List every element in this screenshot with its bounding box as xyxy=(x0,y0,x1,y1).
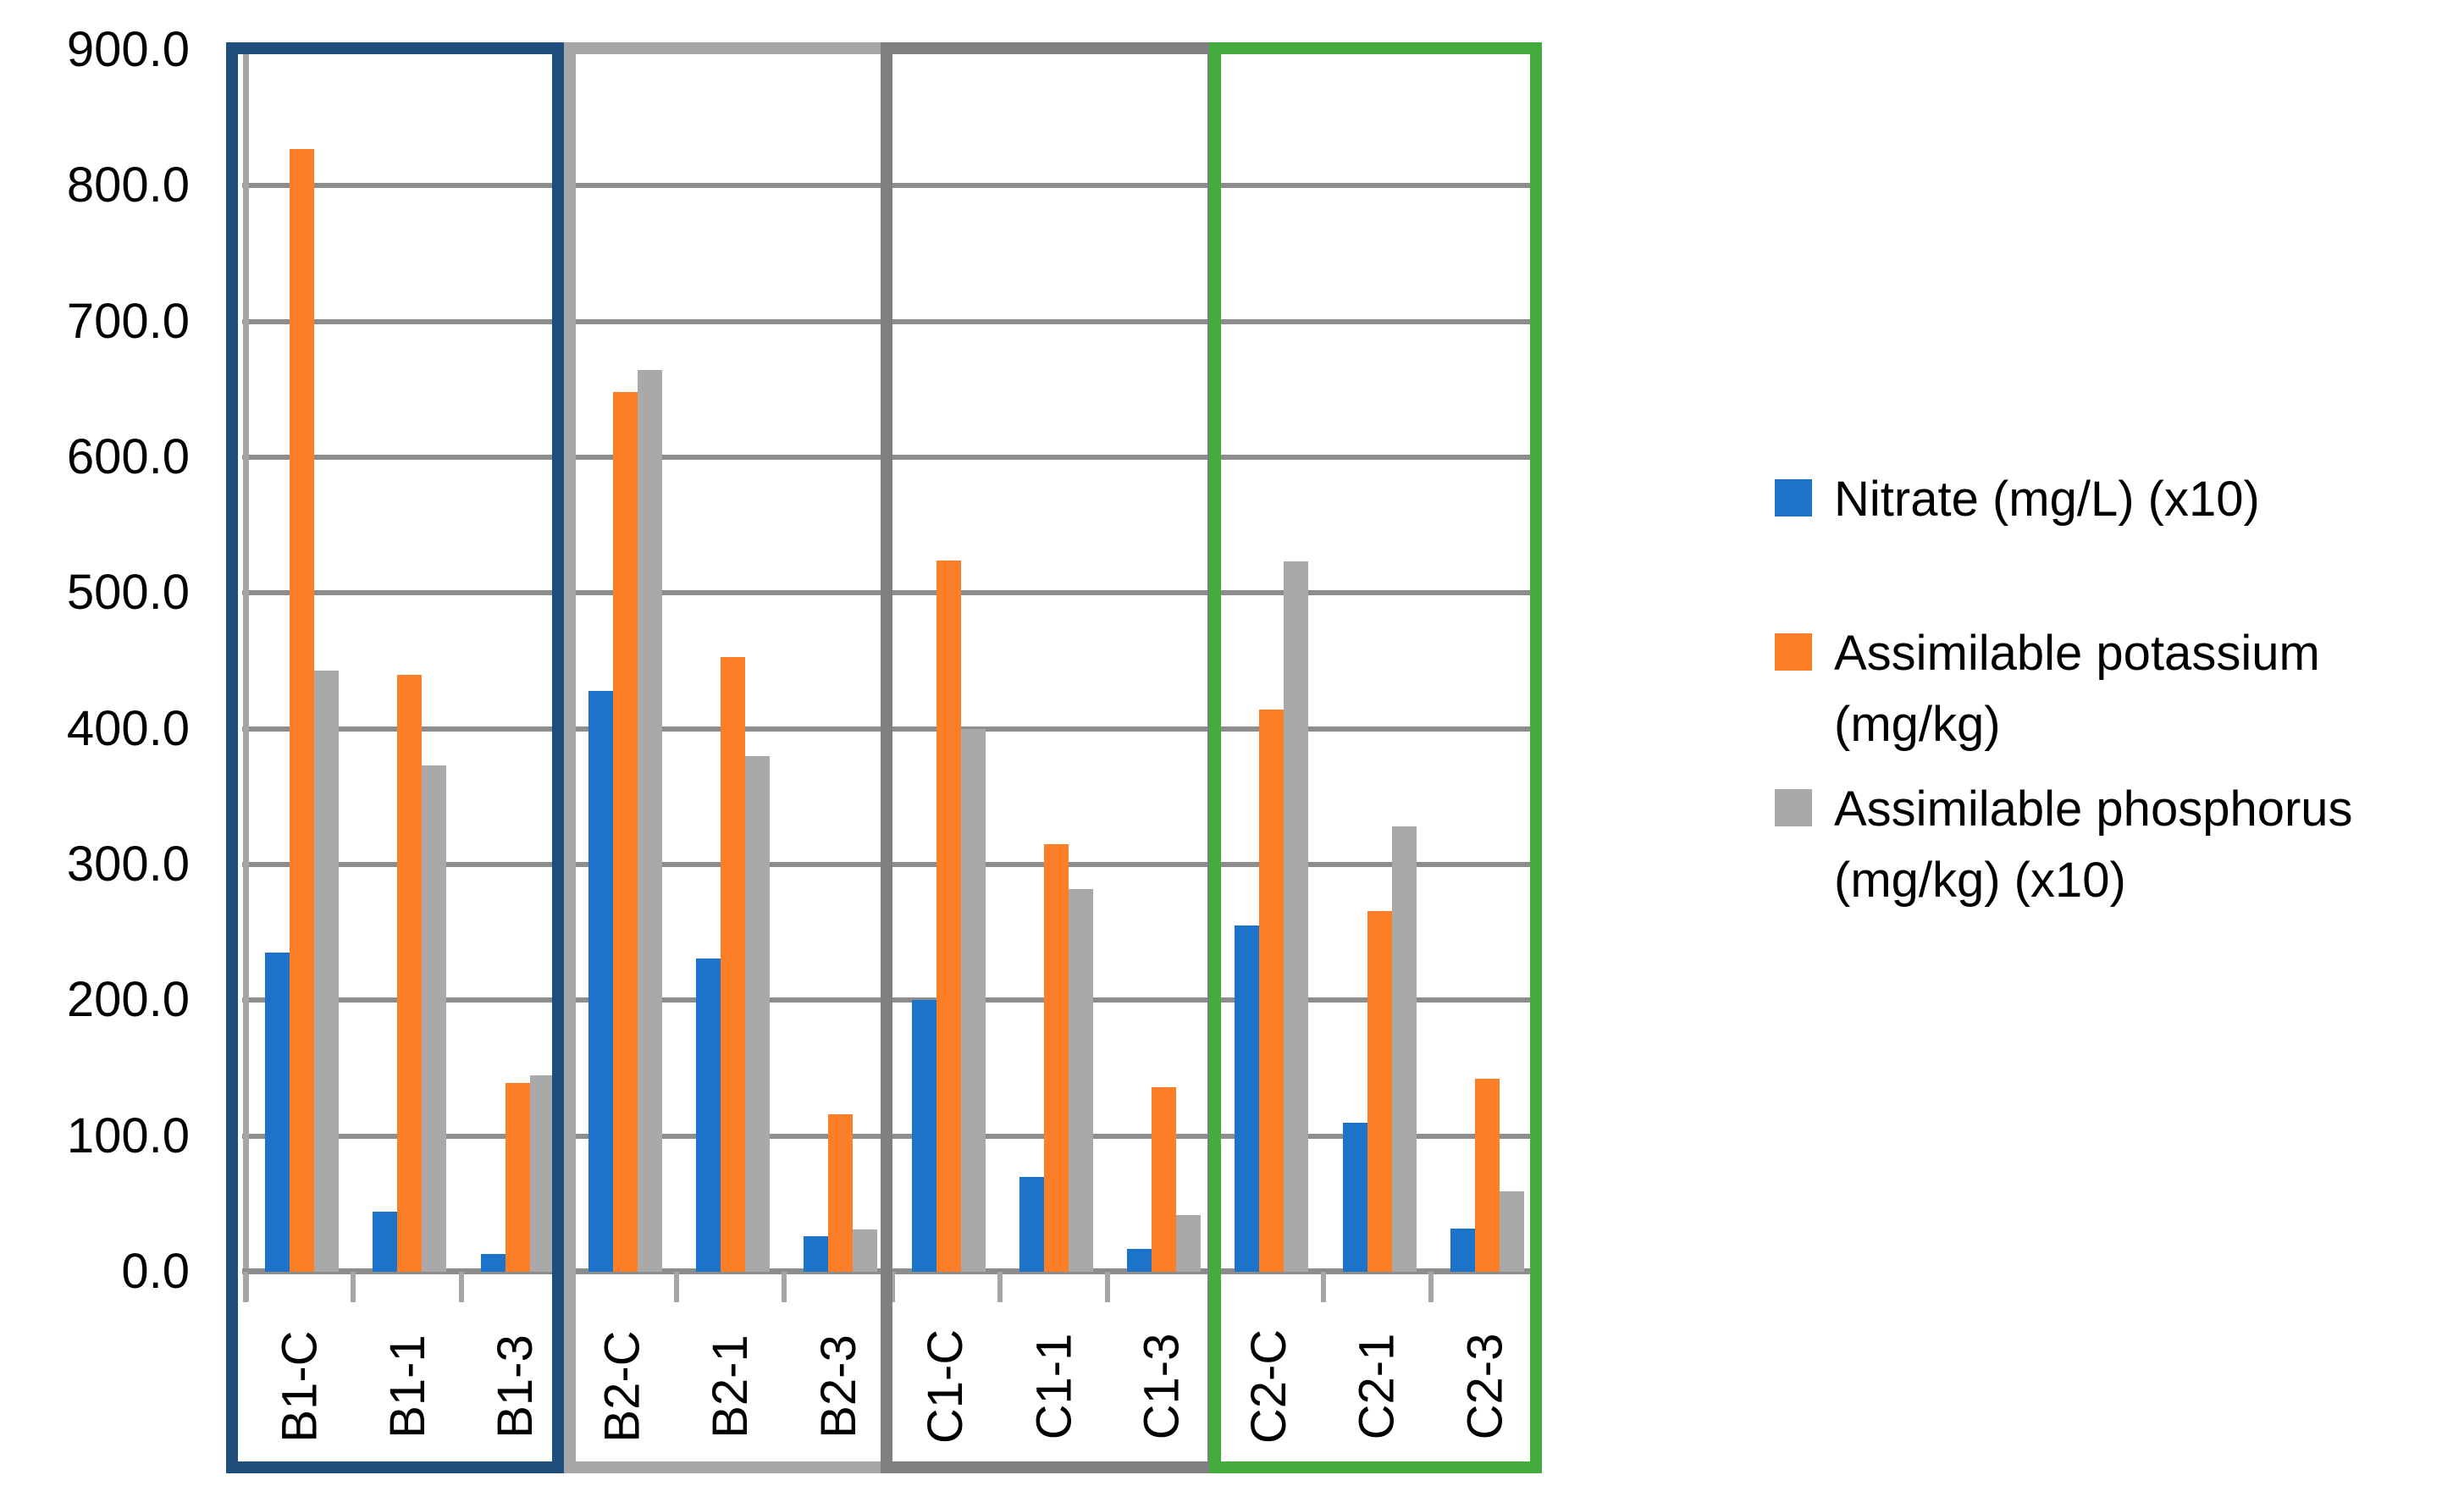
bar-assimilable-B1-3 xyxy=(529,1074,555,1272)
group-box-c2 xyxy=(1209,42,1542,1473)
bar-assimilable-C2-C xyxy=(1259,710,1284,1272)
bar-assimilable-B2-1 xyxy=(745,755,770,1272)
bar-assimilable-C2-3 xyxy=(1474,1079,1500,1272)
bar-nitrate-C2-3 xyxy=(1450,1228,1475,1272)
y-tick-label: 200.0 xyxy=(66,972,190,1028)
bar-assimilable-C1-C xyxy=(960,728,986,1272)
bar-assimilable-C1-C xyxy=(936,560,961,1272)
group-box-c1 xyxy=(881,42,1219,1473)
bar-assimilable-B1-C xyxy=(314,670,339,1272)
legend-label-line: Assimilable phosphorus xyxy=(1834,782,2353,837)
potassium-swatch-icon xyxy=(1775,633,1812,671)
bar-assimilable-B2-1 xyxy=(721,656,745,1272)
x-axis-tick xyxy=(1320,1272,1326,1302)
bar-nitrate-B2-3 xyxy=(804,1236,829,1272)
bar-nitrate-C1-3 xyxy=(1127,1248,1152,1272)
bar-nitrate-B1-C xyxy=(265,953,290,1272)
y-tick-label: 0.0 xyxy=(121,1244,190,1299)
bar-nitrate-C2-1 xyxy=(1342,1122,1367,1272)
group-box-b2 xyxy=(564,42,892,1473)
legend-item-potassium: Assimilable potassium (mg/kg) xyxy=(1775,618,2320,760)
legend-label-phosphorus: Assimilable phosphorus (mg/kg) (x10) xyxy=(1834,774,2353,916)
bar-assimilable-C2-1 xyxy=(1391,826,1417,1272)
y-tick-label: 300.0 xyxy=(66,837,190,892)
legend-item-phosphorus: Assimilable phosphorus (mg/kg) (x10) xyxy=(1775,774,2353,916)
bar-assimilable-B2-C xyxy=(637,370,662,1272)
legend-label-line: Nitrate (mg/L) (x10) xyxy=(1834,472,2260,527)
x-axis-tick xyxy=(458,1272,464,1302)
bar-assimilable-C1-3 xyxy=(1152,1086,1176,1272)
bar-assimilable-C2-3 xyxy=(1499,1191,1524,1272)
bar-assimilable-B1-C xyxy=(290,149,314,1272)
bar-assimilable-B1-1 xyxy=(397,674,423,1272)
bar-assimilable-C2-C xyxy=(1284,561,1309,1272)
y-tick-label: 700.0 xyxy=(66,293,190,349)
nitrate-swatch-icon xyxy=(1775,479,1812,516)
bar-assimilable-C2-1 xyxy=(1367,910,1392,1272)
group-box-b1 xyxy=(226,42,564,1473)
x-axis-tick xyxy=(674,1272,679,1302)
bar-assimilable-C1-1 xyxy=(1043,843,1069,1272)
bar-nitrate-C2-C xyxy=(1235,925,1260,1272)
bar-nitrate-B1-3 xyxy=(480,1254,506,1272)
legend-label-potassium: Assimilable potassium (mg/kg) xyxy=(1834,618,2320,760)
y-tick-label: 900.0 xyxy=(66,22,190,77)
bar-nitrate-C1-C xyxy=(911,1000,936,1272)
phosphorus-swatch-icon xyxy=(1775,789,1812,826)
bar-assimilable-B2-C xyxy=(612,392,638,1272)
bar-assimilable-B2-3 xyxy=(853,1229,878,1272)
x-axis-tick xyxy=(782,1272,787,1302)
x-axis-tick xyxy=(243,1272,248,1302)
y-tick-label: 800.0 xyxy=(66,157,190,213)
x-axis-tick xyxy=(997,1272,1003,1302)
legend-label-line: (mg/kg) (x10) xyxy=(1834,853,2126,908)
bar-assimilable-B1-3 xyxy=(505,1083,530,1272)
legend-label-nitrate: Nitrate (mg/L) (x10) xyxy=(1834,464,2260,535)
x-axis-tick xyxy=(1428,1272,1434,1302)
x-axis-tick xyxy=(351,1272,356,1302)
bar-nitrate-B2-C xyxy=(588,690,613,1272)
y-tick-label: 400.0 xyxy=(66,700,190,756)
bar-assimilable-C1-3 xyxy=(1176,1214,1201,1272)
bar-nitrate-C1-1 xyxy=(1019,1176,1044,1272)
y-tick-label: 600.0 xyxy=(66,429,190,484)
x-axis-tick xyxy=(1105,1272,1110,1302)
y-tick-label: 100.0 xyxy=(66,1108,190,1163)
bar-assimilable-C1-1 xyxy=(1068,888,1093,1272)
y-tick-label: 500.0 xyxy=(66,565,190,621)
bar-assimilable-B1-1 xyxy=(422,765,447,1272)
legend-label-line: Assimilable potassium xyxy=(1834,626,2320,681)
bar-nitrate-B2-1 xyxy=(696,958,721,1272)
legend-item-nitrate: Nitrate (mg/L) (x10) xyxy=(1775,464,2260,535)
bar-nitrate-B1-1 xyxy=(373,1212,398,1272)
y-axis xyxy=(243,47,249,1301)
bar-assimilable-B2-3 xyxy=(828,1114,854,1272)
legend-label-line: (mg/kg) xyxy=(1834,697,2001,752)
